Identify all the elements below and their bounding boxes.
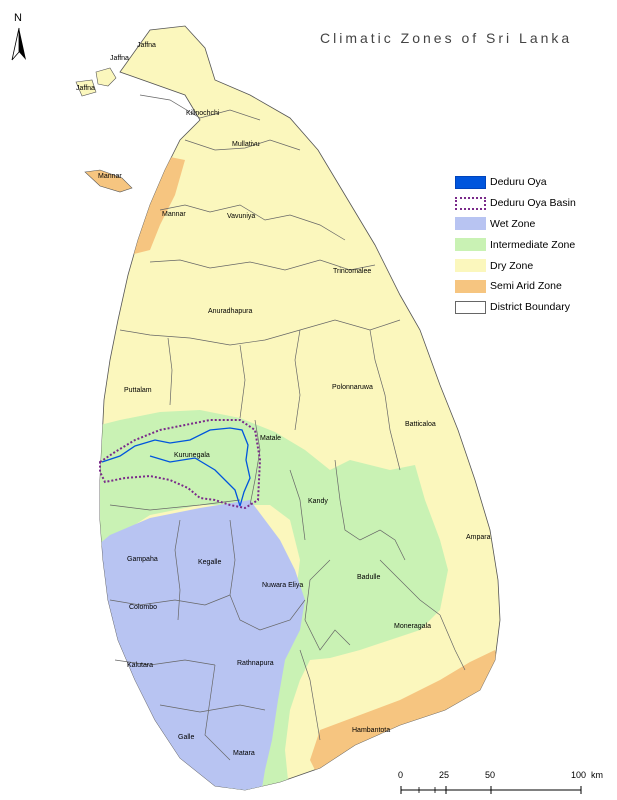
north-arrow-icon bbox=[11, 27, 26, 61]
place-label-nuwara-eliya: Nuwara Eliya bbox=[262, 582, 303, 589]
deduru-oya-basin bbox=[99, 419, 262, 510]
legend-label: Dry Zone bbox=[490, 259, 534, 272]
place-label-matale: Matale bbox=[260, 435, 281, 442]
district-labels: Jaffna Jaffna Jaffna Kilinochchi Mullati… bbox=[76, 42, 491, 757]
north-label: N bbox=[14, 12, 22, 24]
legend-item-wet-zone: Wet Zone bbox=[455, 214, 605, 235]
legend-item-district-boundary: District Boundary bbox=[455, 297, 605, 318]
legend-swatch-deduru-oya-basin bbox=[455, 196, 486, 210]
map-legend: Deduru Oya Deduru Oya Basin Wet Zone Int… bbox=[455, 172, 605, 318]
legend-item-semi-arid-zone: Semi Arid Zone bbox=[455, 276, 605, 297]
place-label-kalutara: Kalutara bbox=[127, 662, 153, 669]
place-label-trincomalee: Trincomalee bbox=[333, 268, 371, 275]
place-label-puttalam: Puttalam bbox=[124, 387, 152, 394]
place-label-galle: Galle bbox=[178, 734, 194, 741]
legend-item-deduru-oya: Deduru Oya bbox=[455, 172, 605, 193]
scale-unit-label: km bbox=[591, 770, 603, 780]
place-label-kilinochchi: Kilinochchi bbox=[186, 110, 220, 117]
legend-label: Semi Arid Zone bbox=[490, 280, 562, 293]
scale-bar: 0 25 50 100 km bbox=[395, 770, 605, 796]
legend-item-intermediate-zone: Intermediate Zone bbox=[455, 234, 605, 255]
legend-swatch-dry-zone bbox=[455, 259, 486, 273]
scale-bar-graphic bbox=[400, 786, 582, 794]
scale-tick-label: 0 bbox=[398, 770, 404, 780]
legend-item-dry-zone: Dry Zone bbox=[455, 255, 605, 276]
legend-swatch-semi-arid-zone bbox=[455, 279, 486, 293]
place-label-batticaloa: Batticaloa bbox=[405, 421, 436, 428]
place-label-vavuniya: Vavuniya bbox=[227, 213, 255, 220]
jaffna-island-2 bbox=[75, 79, 97, 97]
place-label-mullativu: Mullativu bbox=[232, 141, 260, 148]
legend-label: Wet Zone bbox=[490, 217, 536, 230]
legend-swatch-district-boundary bbox=[455, 300, 486, 314]
place-label-kegalle: Kegalle bbox=[198, 559, 221, 566]
place-label-colombo: Colombo bbox=[129, 604, 157, 611]
place-label-hambantota: Hambantota bbox=[352, 727, 390, 734]
place-label-jaffna-3: Jaffna bbox=[76, 85, 95, 92]
district-boundaries bbox=[109, 94, 466, 761]
legend-item-deduru-oya-basin: Deduru Oya Basin bbox=[455, 193, 605, 214]
place-label-polonnaruwa: Polonnaruwa bbox=[332, 384, 373, 391]
mannar-island bbox=[84, 169, 133, 193]
legend-swatch-intermediate-zone bbox=[455, 238, 486, 252]
place-label-jaffna-2: Jaffna bbox=[110, 55, 129, 62]
scale-tick-label: 100 bbox=[571, 770, 587, 780]
place-label-kandy: Kandy bbox=[308, 498, 328, 505]
place-label-mannar: Mannar bbox=[162, 211, 186, 218]
place-label-badulle: Badulle bbox=[357, 574, 380, 581]
legend-label: Deduru Oya bbox=[490, 176, 547, 189]
place-label-jaffna-1: Jaffna bbox=[137, 42, 156, 49]
north-arrow: N bbox=[10, 12, 40, 67]
scale-tick-label: 50 bbox=[485, 770, 496, 780]
place-label-anuradhapura: Anuradhapura bbox=[208, 308, 252, 315]
place-label-kurunegala: Kurunegala bbox=[174, 452, 210, 459]
legend-swatch-deduru-oya bbox=[455, 175, 486, 189]
place-label-gampaha: Gampaha bbox=[127, 556, 158, 563]
deduru-oya-river bbox=[101, 427, 251, 507]
jaffna-island-1 bbox=[95, 67, 117, 87]
place-label-matara: Matara bbox=[233, 750, 255, 757]
scale-tick-label: 25 bbox=[439, 770, 450, 780]
place-label-moneragala: Moneragala bbox=[394, 623, 431, 630]
place-label-rathnapura: Rathnapura bbox=[237, 660, 274, 667]
legend-label: District Boundary bbox=[490, 301, 570, 314]
map-title: Climatic Zones of Sri Lanka bbox=[320, 30, 573, 46]
place-label-ampara: Ampara bbox=[466, 534, 491, 541]
place-label-mannar-island: Mannar bbox=[98, 173, 122, 180]
legend-swatch-wet-zone bbox=[455, 217, 486, 231]
legend-label: Intermediate Zone bbox=[490, 238, 576, 251]
legend-label: Deduru Oya Basin bbox=[490, 197, 576, 210]
